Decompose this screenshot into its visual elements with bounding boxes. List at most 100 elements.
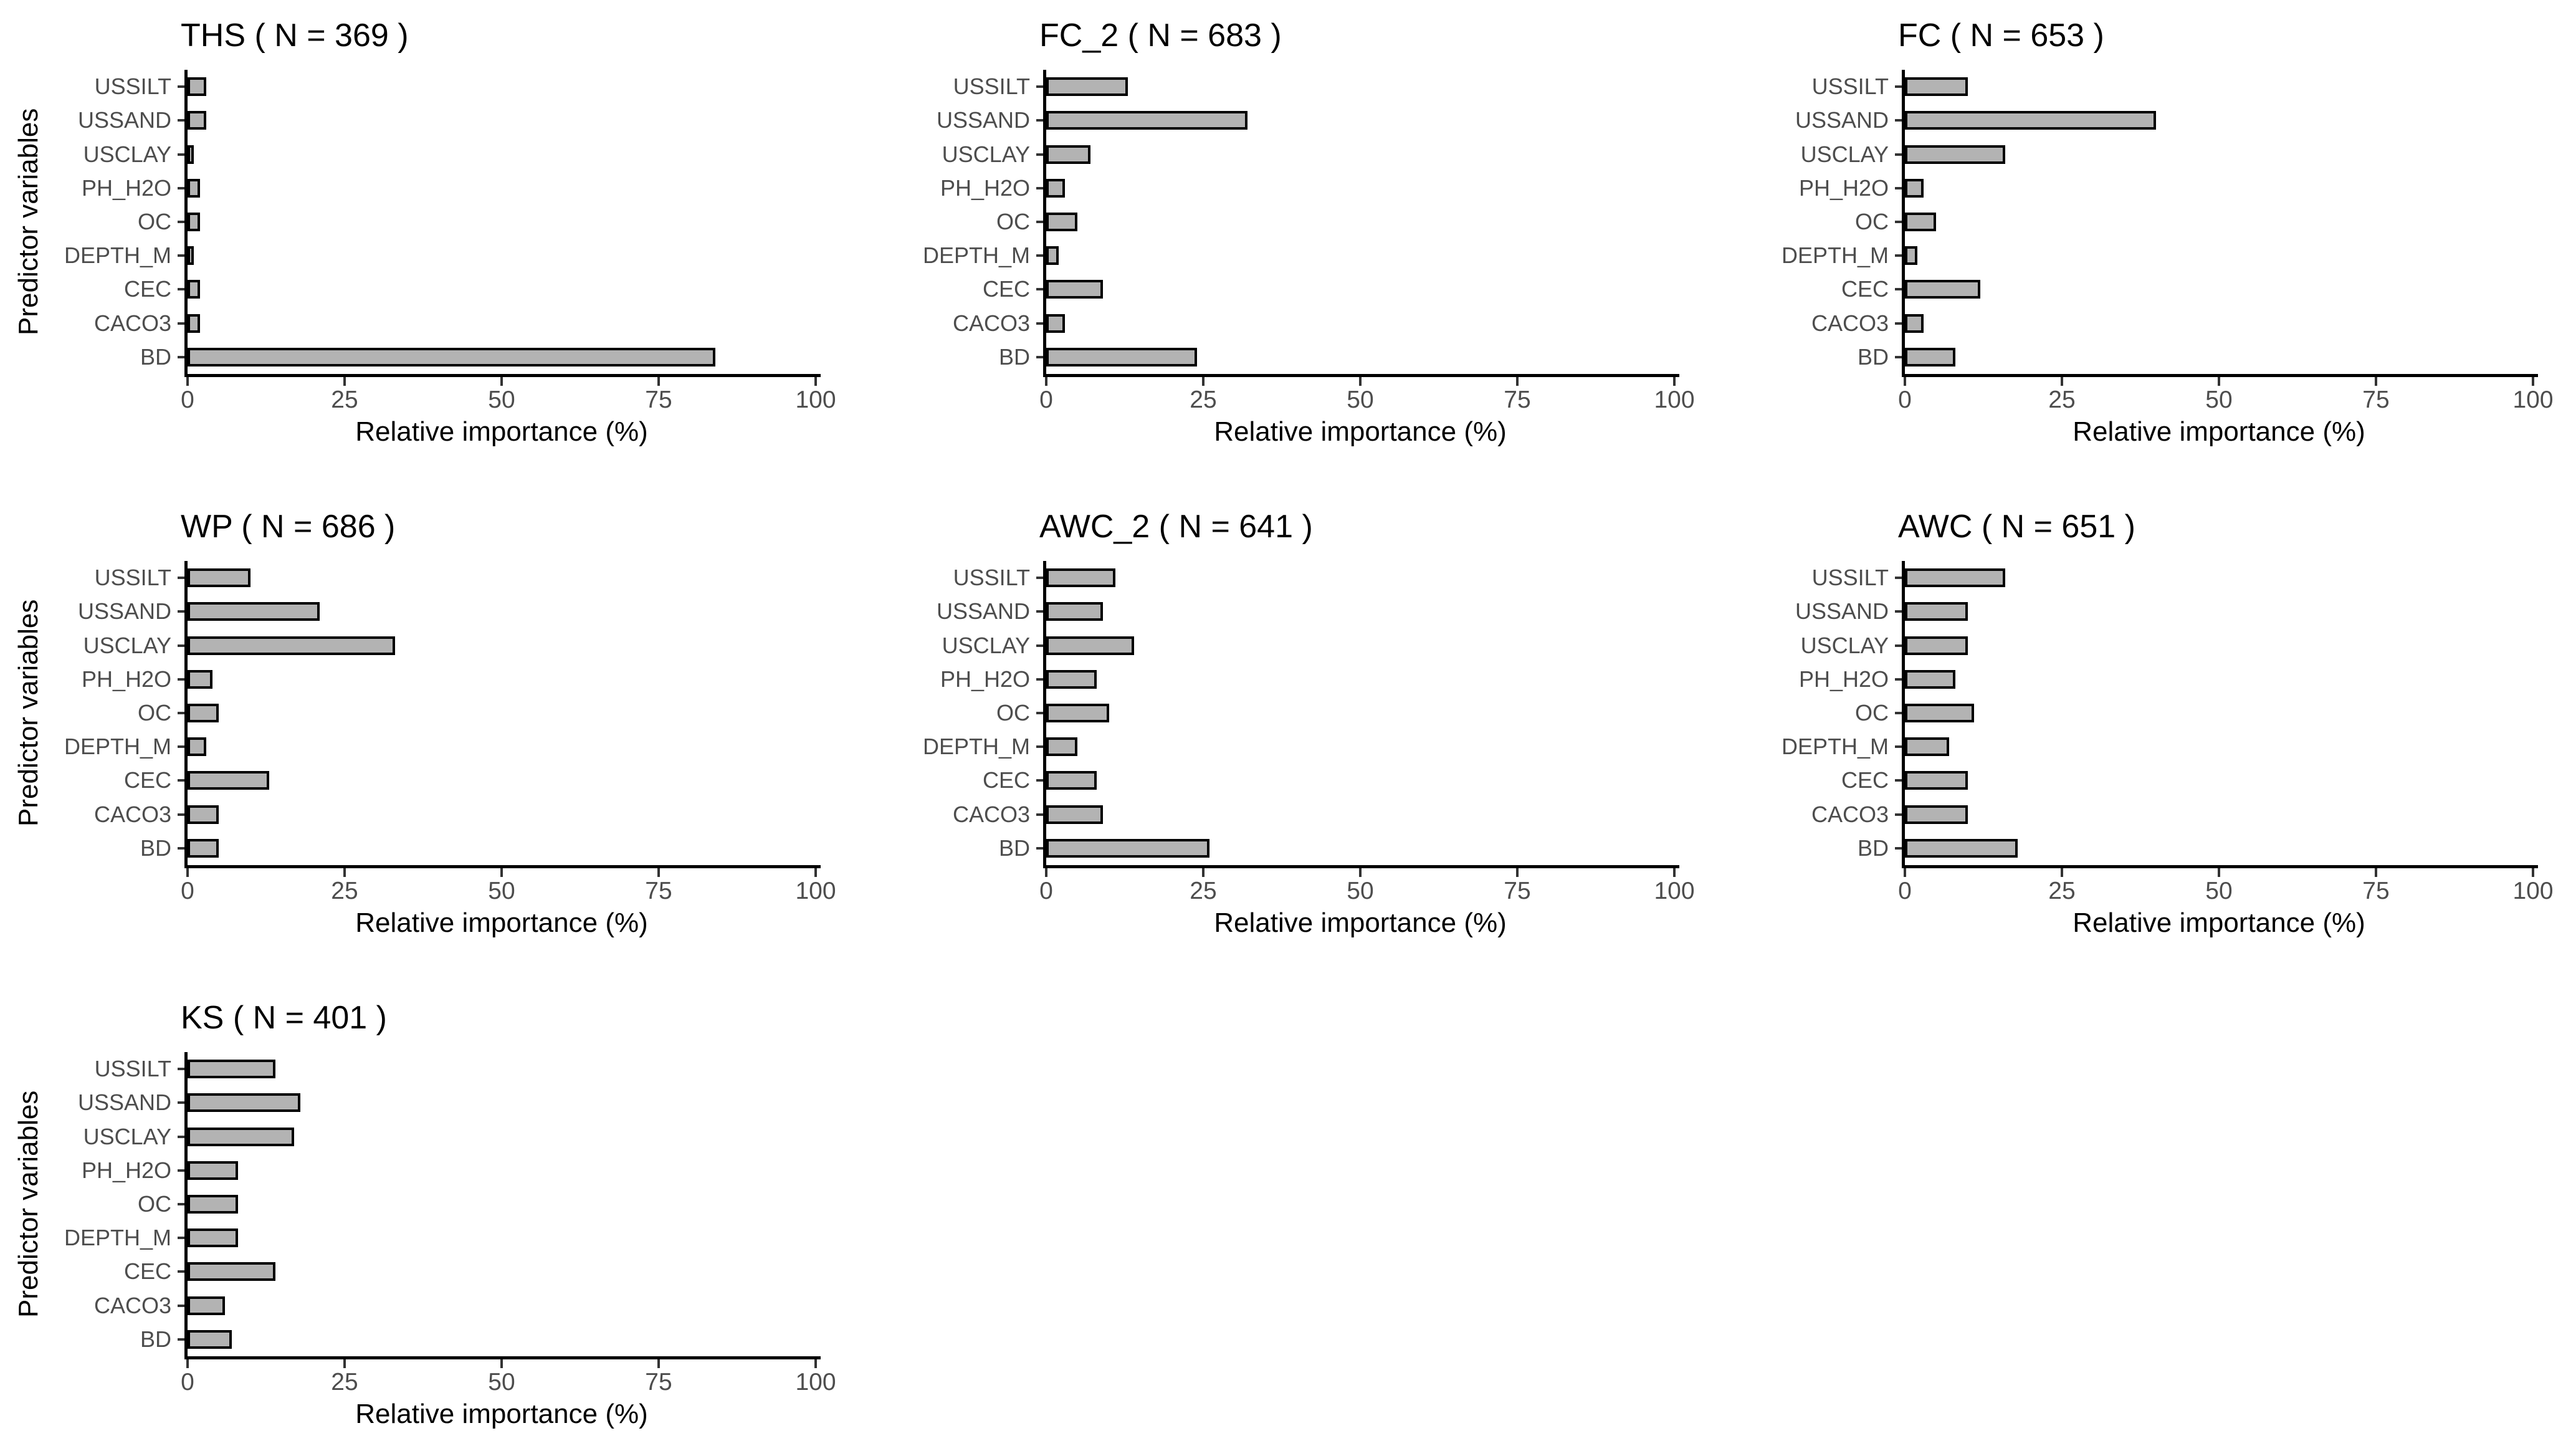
- x-tick-label: 25: [331, 878, 358, 904]
- x-tick-mark: [2218, 868, 2220, 877]
- bar-CACO3: [188, 805, 219, 824]
- bar-CEC: [1905, 280, 1980, 299]
- bar-USSAND: [188, 1093, 301, 1113]
- x-axis-line: [1043, 865, 1679, 868]
- x-tick-label: 100: [795, 1369, 836, 1396]
- x-tick-label: 0: [1898, 386, 1912, 413]
- y-category-label: USSILT: [1811, 74, 1889, 100]
- panel-title: KS ( N = 401 ): [181, 1000, 387, 1036]
- y-axis-line: [184, 561, 188, 868]
- plot-area: USSILT USSAND USCLAY PH_H2O OC DEPTH_M CEC CACO…: [64, 1052, 836, 1429]
- y-tick-mark: [178, 813, 184, 816]
- x-tick-mark: [657, 377, 660, 386]
- y-tick-mark: [178, 1237, 184, 1240]
- bar-CACO3: [188, 1296, 226, 1315]
- y-tick-mark: [178, 712, 184, 714]
- y-tick-mark: [178, 1135, 184, 1138]
- x-axis-title: Relative importance (%): [355, 908, 648, 938]
- bar-USSILT: [1905, 77, 1968, 97]
- y-category-label: USSAND: [936, 598, 1030, 625]
- x-tick-mark: [657, 868, 660, 877]
- plot-area: USSILT USSAND USCLAY PH_H2O OC DEPTH_M CEC CACO…: [64, 70, 836, 447]
- y-category-label: DEPTH_M: [64, 1225, 171, 1251]
- bar-USSAND: [1905, 111, 2157, 130]
- y-tick-mark: [178, 153, 184, 156]
- x-tick-mark: [814, 377, 817, 386]
- x-axis-line: [1043, 374, 1679, 377]
- panel-title: FC_2 ( N = 683 ): [1039, 17, 1282, 54]
- x-tick-label: 0: [181, 1369, 194, 1396]
- x-tick-label: 75: [2362, 386, 2390, 413]
- panel-THS: THS ( N = 369 ) Predictor variables USSILT…: [0, 0, 859, 474]
- y-tick-mark: [178, 1203, 184, 1205]
- y-category-label: USSILT: [953, 74, 1030, 100]
- bar-OC: [1046, 213, 1078, 231]
- x-tick-label: 100: [795, 386, 836, 413]
- y-tick-mark: [178, 1169, 184, 1172]
- panel-title: AWC ( N = 651 ): [1898, 509, 2135, 545]
- y-category-label: OC: [1855, 700, 1889, 726]
- x-axis-title: Relative importance (%): [355, 416, 648, 447]
- y-category-label: BD: [140, 835, 171, 861]
- bar-PH_H2O: [1905, 178, 1924, 198]
- y-category-label: USSAND: [1795, 598, 1889, 625]
- panel-title: THS ( N = 369 ): [181, 17, 409, 54]
- x-tick-label: 25: [1190, 386, 1217, 413]
- x-tick-label: 25: [331, 386, 358, 413]
- x-tick-label: 0: [1039, 878, 1053, 904]
- x-tick-mark: [343, 377, 346, 386]
- bar-BD: [188, 1329, 232, 1349]
- y-category-label: USSAND: [936, 107, 1030, 133]
- bar-CACO3: [1046, 314, 1066, 333]
- y-tick-mark: [1036, 221, 1043, 223]
- y-axis-line: [184, 70, 188, 377]
- x-axis-line: [1902, 865, 2538, 868]
- bar-DEPTH_M: [188, 1228, 238, 1248]
- x-tick-mark: [1359, 377, 1362, 386]
- bar-CEC: [188, 1262, 276, 1281]
- y-tick-mark: [1895, 153, 1902, 156]
- x-tick-mark: [500, 1359, 503, 1368]
- x-tick-label: 75: [2362, 878, 2390, 904]
- x-tick-mark: [2061, 868, 2063, 877]
- x-axis-title: Relative importance (%): [2073, 416, 2365, 447]
- x-tick-label: 50: [1347, 878, 1374, 904]
- y-tick-mark: [1036, 85, 1043, 89]
- y-tick-mark: [178, 1068, 184, 1071]
- x-tick-mark: [186, 868, 189, 877]
- y-axis-line: [1043, 561, 1046, 868]
- y-axis-line: [1043, 70, 1046, 377]
- bar-USCLAY: [188, 145, 194, 164]
- y-category-label: USSILT: [94, 74, 171, 100]
- x-tick-mark: [1045, 377, 1047, 386]
- y-tick-mark: [178, 846, 184, 850]
- y-tick-mark: [178, 745, 184, 749]
- y-category-label: CACO3: [1811, 801, 1889, 827]
- x-tick-label: 25: [1190, 878, 1217, 904]
- y-category-label: CEC: [1841, 276, 1889, 302]
- y-tick-mark: [1895, 221, 1902, 223]
- bar-BD: [1905, 838, 2018, 858]
- x-tick-mark: [2061, 377, 2063, 386]
- y-tick-mark: [1895, 577, 1902, 580]
- bar-PH_H2O: [1905, 669, 1955, 689]
- plot-area: USSILT USSAND USCLAY PH_H2O OC DEPTH_M CEC CACO…: [1782, 561, 2554, 938]
- y-category-label: USCLAY: [83, 1123, 171, 1149]
- bar-USSILT: [1905, 568, 2006, 588]
- y-tick-mark: [1895, 355, 1902, 358]
- x-tick-mark: [1904, 868, 1906, 877]
- plot-area: USSILT USSAND USCLAY PH_H2O OC DEPTH_M CEC CACO…: [923, 70, 1695, 447]
- y-category-label: USCLAY: [83, 141, 171, 167]
- y-tick-mark: [1895, 254, 1902, 257]
- y-category-label: CACO3: [952, 801, 1030, 827]
- x-tick-mark: [2375, 868, 2377, 877]
- bar-OC: [188, 1195, 238, 1214]
- x-tick-label: 25: [2048, 878, 2076, 904]
- bar-USSILT: [1046, 568, 1115, 588]
- bar-PH_H2O: [1046, 669, 1097, 689]
- bar-USCLAY: [1905, 636, 1968, 655]
- bar-CEC: [188, 280, 201, 299]
- x-axis-line: [184, 374, 821, 377]
- x-tick-mark: [1359, 868, 1362, 877]
- panel-AWC: AWC ( N = 651 ) USSILT USSAND USCLAY PH_H2O O…: [1717, 491, 2576, 965]
